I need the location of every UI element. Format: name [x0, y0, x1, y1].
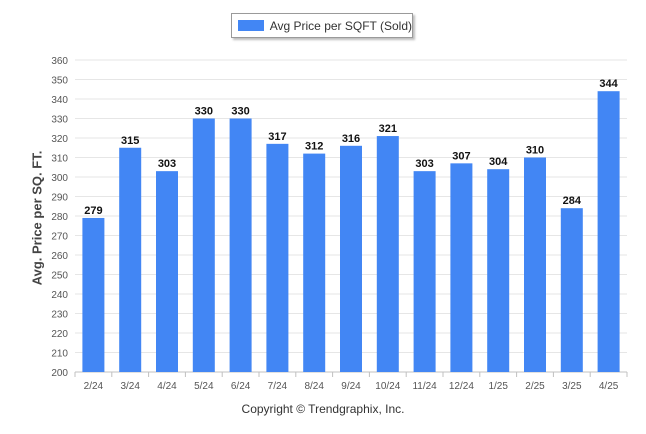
- bar: [229, 118, 252, 372]
- y-tick-label: 200: [51, 368, 68, 379]
- y-tick-label: 310: [51, 154, 68, 165]
- data-label: 284: [563, 195, 582, 207]
- bar: [156, 171, 178, 372]
- data-label: 304: [489, 156, 508, 168]
- data-label: 303: [158, 158, 176, 170]
- y-tick-label: 290: [51, 193, 68, 204]
- y-tick-label: 350: [51, 76, 68, 87]
- x-tick-label: 4/24: [157, 381, 177, 392]
- x-tick-label: 3/24: [120, 381, 140, 392]
- y-tick-label: 220: [51, 329, 68, 340]
- bar: [82, 217, 105, 372]
- y-tick-label: 210: [51, 349, 68, 360]
- x-tick-label: 3/25: [562, 381, 582, 392]
- bar: [597, 91, 620, 372]
- bar: [560, 208, 583, 372]
- y-tick-label: 230: [51, 310, 68, 321]
- copyright-footer: Copyright © Trendgraphix, Inc.: [241, 402, 405, 416]
- x-tick-label: 12/24: [449, 381, 474, 392]
- y-tick-label: 340: [51, 95, 68, 106]
- bar: [266, 143, 289, 372]
- data-label: 312: [305, 141, 323, 153]
- data-label: 316: [342, 133, 360, 145]
- bar: [487, 169, 510, 372]
- bar: [119, 147, 142, 372]
- data-label: 344: [599, 78, 618, 90]
- legend[interactable]: Avg Price per SQFT (Sold): [231, 13, 413, 38]
- bar: [450, 163, 473, 372]
- x-tick-label: 10/24: [375, 381, 400, 392]
- data-label: 321: [379, 123, 397, 135]
- bar: [303, 153, 326, 372]
- x-tick-label: 2/25: [525, 381, 545, 392]
- data-label: 330: [231, 106, 249, 118]
- bar: [413, 171, 436, 372]
- x-tick-label: 8/24: [304, 381, 324, 392]
- bar: [340, 145, 362, 372]
- x-tick-label: 9/24: [341, 381, 361, 392]
- data-label: 279: [84, 205, 102, 217]
- y-tick-label: 320: [51, 134, 68, 145]
- data-label: 303: [415, 158, 433, 170]
- bar: [376, 136, 399, 372]
- x-tick-label: 7/24: [268, 381, 288, 392]
- x-tick-label: 11/24: [412, 381, 437, 392]
- y-tick-label: 260: [51, 251, 68, 262]
- y-tick-label: 360: [51, 56, 68, 67]
- x-tick-label: 6/24: [231, 381, 251, 392]
- data-label: 317: [268, 131, 286, 143]
- bar: [524, 157, 546, 372]
- y-tick-label: 330: [51, 115, 68, 126]
- legend-swatch: [238, 20, 264, 31]
- y-tick-label: 270: [51, 232, 68, 243]
- legend-label: Avg Price per SQFT (Sold): [269, 18, 412, 33]
- data-label: 310: [526, 145, 544, 157]
- x-tick-label: 5/24: [194, 381, 214, 392]
- bar: [192, 118, 215, 372]
- data-label: 307: [452, 150, 470, 162]
- x-tick-label: 4/25: [599, 381, 619, 392]
- y-tick-label: 240: [51, 290, 68, 301]
- x-tick-label: 1/25: [488, 381, 508, 392]
- data-label: 315: [121, 135, 139, 147]
- x-tick-label: 2/24: [84, 381, 104, 392]
- data-label: 330: [195, 106, 213, 118]
- y-tick-label: 300: [51, 173, 68, 184]
- y-tick-label: 250: [51, 271, 68, 282]
- y-tick-label: 280: [51, 212, 68, 223]
